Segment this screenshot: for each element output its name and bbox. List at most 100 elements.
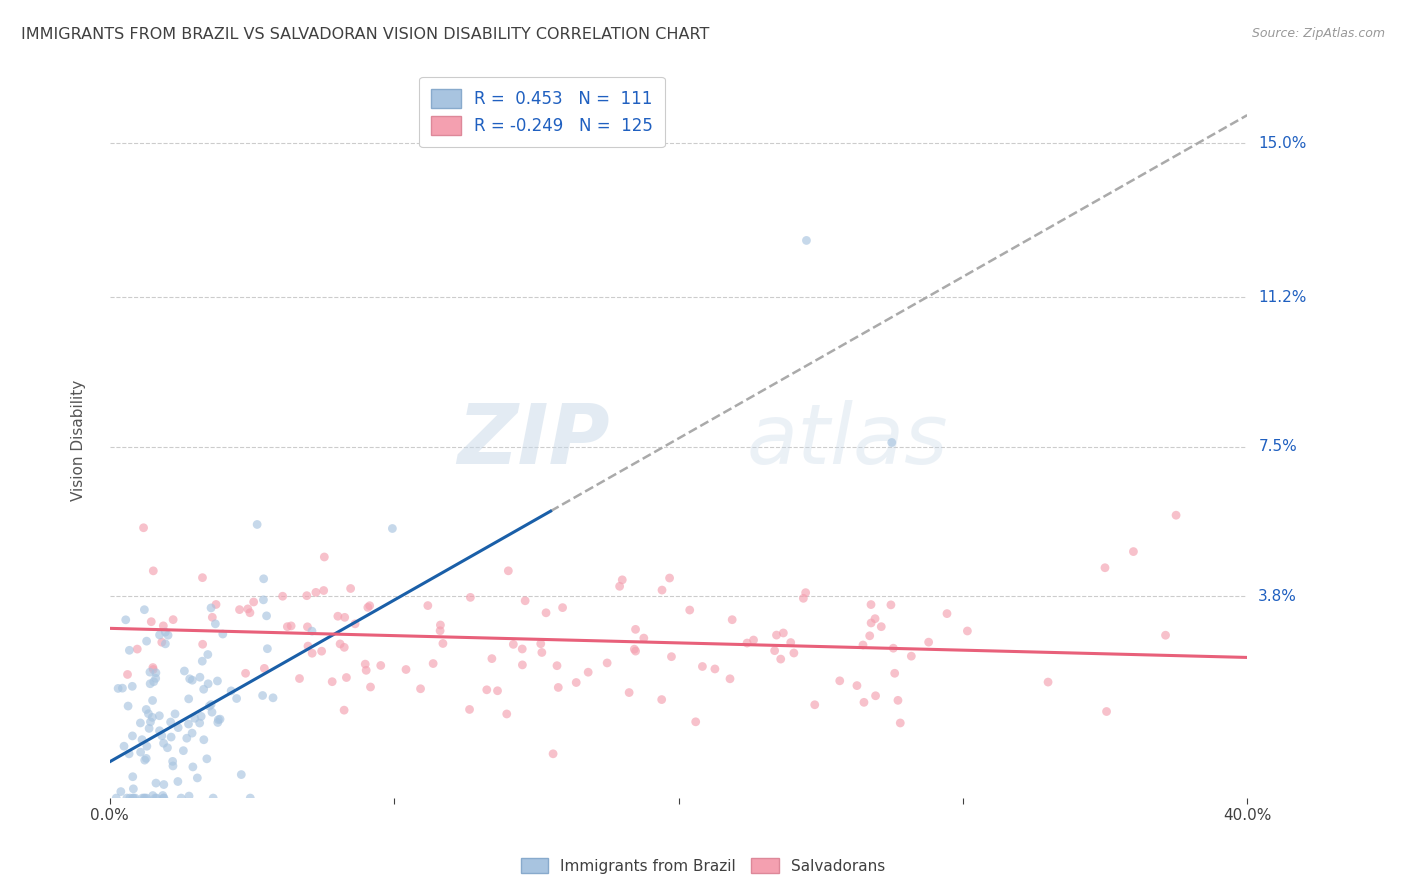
Point <box>142 789 165 803</box>
Point <box>105 791 128 805</box>
Point <box>256 608 278 623</box>
Point <box>845 679 868 693</box>
Point <box>202 791 225 805</box>
Point <box>193 682 215 697</box>
Point <box>139 714 162 729</box>
Point <box>498 564 520 578</box>
Point <box>333 640 356 655</box>
Point <box>661 649 683 664</box>
Point <box>395 663 418 677</box>
Point <box>301 646 323 660</box>
Point <box>155 625 177 640</box>
Point <box>139 665 162 680</box>
Point <box>502 637 524 651</box>
Point <box>110 784 132 798</box>
Point <box>235 666 257 681</box>
Point <box>735 636 758 650</box>
Point <box>152 736 174 750</box>
Point <box>117 667 139 681</box>
Point <box>129 715 152 730</box>
Point <box>145 671 167 685</box>
Point <box>658 571 681 585</box>
Point <box>547 681 569 695</box>
Point <box>135 739 157 754</box>
Point <box>129 745 152 759</box>
Point <box>1094 560 1116 574</box>
Point <box>145 665 167 680</box>
Point <box>803 698 825 712</box>
Point <box>115 791 138 805</box>
Point <box>887 693 910 707</box>
Point <box>191 637 214 651</box>
Point <box>107 681 129 696</box>
Point <box>231 767 253 781</box>
Point <box>883 666 905 681</box>
Point <box>859 629 882 643</box>
Point <box>280 619 302 633</box>
Point <box>118 791 141 805</box>
Point <box>111 681 134 695</box>
Point <box>381 521 404 535</box>
Point <box>209 712 232 726</box>
Point <box>135 751 157 765</box>
Point <box>297 620 319 634</box>
Point <box>314 549 336 564</box>
Point <box>197 677 219 691</box>
Point <box>354 663 377 677</box>
Point <box>114 613 136 627</box>
Point <box>193 732 215 747</box>
Point <box>859 598 882 612</box>
Point <box>162 759 184 773</box>
Point <box>865 689 887 703</box>
Point <box>530 645 553 659</box>
Point <box>772 626 794 640</box>
Point <box>181 726 204 740</box>
Point <box>132 521 155 535</box>
Text: 3.8%: 3.8% <box>1258 589 1298 604</box>
Point <box>1095 705 1118 719</box>
Point <box>765 628 787 642</box>
Point <box>617 685 640 699</box>
Point <box>135 634 157 648</box>
Point <box>143 791 166 805</box>
Point <box>201 610 224 624</box>
Point <box>246 517 269 532</box>
Point <box>188 716 211 731</box>
Point <box>1164 508 1187 523</box>
Point <box>159 714 181 729</box>
Point <box>142 693 165 707</box>
Point <box>122 791 145 805</box>
Point <box>134 753 156 767</box>
Point <box>225 691 247 706</box>
Point <box>956 624 979 638</box>
Legend: Immigrants from Brazil, Salvadorans: Immigrants from Brazil, Salvadorans <box>515 852 891 880</box>
Point <box>796 234 818 248</box>
Point <box>1036 675 1059 690</box>
Point <box>357 600 380 615</box>
Point <box>152 789 174 803</box>
Point <box>880 598 903 612</box>
Point <box>186 771 208 785</box>
Point <box>917 635 939 649</box>
Point <box>742 633 765 648</box>
Point <box>145 791 167 805</box>
Point <box>156 740 179 755</box>
Point <box>145 776 167 790</box>
Point <box>148 723 170 738</box>
Point <box>142 674 165 689</box>
Point <box>852 695 875 709</box>
Point <box>142 660 165 674</box>
Point <box>512 657 534 672</box>
Point <box>165 706 187 721</box>
Point <box>779 635 801 649</box>
Point <box>148 628 170 642</box>
Point <box>429 618 451 632</box>
Point <box>153 778 176 792</box>
Point <box>121 729 143 743</box>
Point <box>633 631 655 645</box>
Point <box>152 791 174 805</box>
Point <box>612 573 634 587</box>
Point <box>475 682 498 697</box>
Point <box>253 661 276 675</box>
Point <box>118 747 141 761</box>
